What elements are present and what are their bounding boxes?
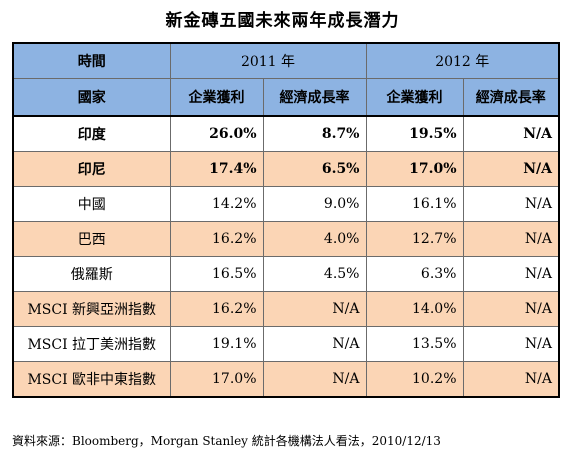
growth-2012-cell: N/A [462, 291, 560, 327]
profit-2011-cell: 19.1% [169, 326, 264, 362]
growth-2011-cell: 8.7% [262, 115, 367, 152]
table-row: MSCI 新興亞洲指數 16.2% N/A 14.0% N/A [12, 291, 560, 327]
growth-2011-cell: N/A [262, 326, 367, 362]
header-row-columns: 國家 企業獲利 經濟成長率 企業獲利 經濟成長率 [12, 78, 560, 117]
growth-2012-cell: N/A [462, 186, 560, 222]
profit-2011-cell: 26.0% [169, 115, 264, 152]
header-row-years: 時間 2011 年 2012 年 [12, 42, 560, 79]
profit-2012-cell: 10.2% [365, 361, 464, 398]
profit-2011-cell: 17.0% [169, 361, 264, 398]
growth-2011-cell: 4.5% [262, 256, 367, 292]
year-2011-header: 2011 年 [169, 42, 367, 79]
growth-2011-cell: N/A [262, 361, 367, 398]
profit-2011-cell: 16.5% [169, 256, 264, 292]
country-cell: 巴西 [12, 221, 171, 257]
growth-2011-header: 經濟成長率 [262, 78, 367, 117]
table-row: 中國 14.2% 9.0% 16.1% N/A [12, 186, 560, 222]
year-2012-header: 2012 年 [365, 42, 560, 79]
country-cell: MSCI 新興亞洲指數 [12, 291, 171, 327]
profit-2012-cell: 6.3% [365, 256, 464, 292]
table-row: 俄羅斯 16.5% 4.5% 6.3% N/A [12, 256, 560, 292]
growth-2012-cell: N/A [462, 361, 560, 398]
country-cell: 中國 [12, 186, 171, 222]
profit-2011-cell: 16.2% [169, 221, 264, 257]
table-row: 印尼 17.4% 6.5% 17.0% N/A [12, 151, 560, 187]
growth-2012-cell: N/A [462, 115, 560, 152]
profit-2012-cell: 13.5% [365, 326, 464, 362]
profit-2011-cell: 14.2% [169, 186, 264, 222]
growth-2012-cell: N/A [462, 221, 560, 257]
table-row: 巴西 16.2% 4.0% 12.7% N/A [12, 221, 560, 257]
growth-2011-cell: N/A [262, 291, 367, 327]
growth-2012-cell: N/A [462, 256, 560, 292]
table-row: MSCI 歐非中東指數 17.0% N/A 10.2% N/A [12, 361, 560, 398]
country-cell: 俄羅斯 [12, 256, 171, 292]
country-cell: 印度 [12, 115, 171, 152]
profit-2012-header: 企業獲利 [365, 78, 464, 117]
table-row: 印度 26.0% 8.7% 19.5% N/A [12, 115, 560, 152]
growth-2011-cell: 4.0% [262, 221, 367, 257]
time-header: 時間 [12, 42, 171, 79]
country-header: 國家 [12, 78, 171, 117]
growth-2012-cell: N/A [462, 326, 560, 362]
profit-2011-header: 企業獲利 [169, 78, 264, 117]
growth-2011-cell: 6.5% [262, 151, 367, 187]
page-title: 新金磚五國未來兩年成長潛力 [165, 11, 400, 31]
profit-2012-cell: 17.0% [365, 151, 464, 187]
growth-2011-cell: 9.0% [262, 186, 367, 222]
source-note: 資料來源：Bloomberg，Morgan Stanley 統計各機構法人看法，… [12, 434, 441, 448]
profit-2011-cell: 16.2% [169, 291, 264, 327]
profit-2011-cell: 17.4% [169, 151, 264, 187]
profit-2012-cell: 14.0% [365, 291, 464, 327]
country-cell: MSCI 歐非中東指數 [12, 361, 171, 398]
profit-2012-cell: 19.5% [365, 115, 464, 152]
country-cell: MSCI 拉丁美洲指數 [12, 326, 171, 362]
table-row: MSCI 拉丁美洲指數 19.1% N/A 13.5% N/A [12, 326, 560, 362]
growth-2012-header: 經濟成長率 [462, 78, 560, 117]
country-cell: 印尼 [12, 151, 171, 187]
growth-2012-cell: N/A [462, 151, 560, 187]
profit-2012-cell: 12.7% [365, 221, 464, 257]
profit-2012-cell: 16.1% [365, 186, 464, 222]
growth-table: 時間 2011 年 2012 年 國家 企業獲利 經濟成長率 企業獲利 經濟成長… [12, 42, 560, 398]
